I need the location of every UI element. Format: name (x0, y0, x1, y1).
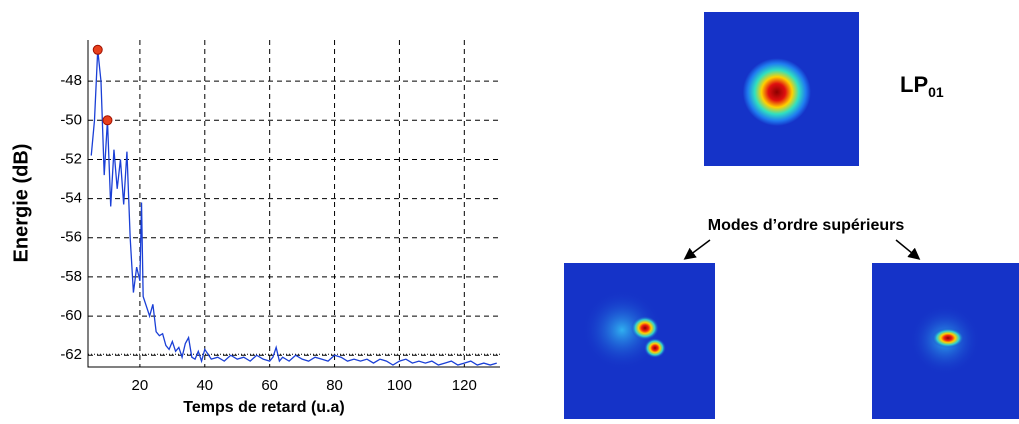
peak-marker (92, 44, 103, 55)
x-tick-label: 80 (326, 377, 343, 394)
y-tick-label: -52 (60, 150, 82, 167)
y-axis-label: Energie (dB) (10, 144, 32, 263)
mode-spot (932, 328, 964, 348)
y-tick-label: -62 (60, 346, 82, 363)
x-axis-label: Temps de retard (u.a) (183, 399, 345, 416)
mode-spot (644, 338, 666, 358)
x-tick-label: 60 (261, 377, 278, 394)
x-tick-label: 20 (132, 377, 149, 394)
mode-spot (631, 316, 659, 340)
arrow (895, 239, 921, 260)
mode-image-spot (704, 12, 859, 166)
y-tick-label: -54 (60, 190, 82, 207)
y-tick-label: -58 (60, 268, 82, 285)
y-tick-label: -48 (60, 72, 82, 89)
mode-label: LP01 (900, 72, 944, 100)
y-tick-label: -56 (60, 229, 82, 246)
mode-label-sub: 01 (928, 84, 944, 100)
peak-marker (102, 115, 113, 126)
x-tick-label: 120 (452, 377, 477, 394)
x-tick-label: 40 (196, 377, 213, 394)
data-line (90, 49, 497, 366)
x-tick-label: 100 (387, 377, 412, 394)
y-tick-label: -60 (60, 307, 82, 324)
axes (87, 40, 500, 368)
arrow (683, 239, 711, 260)
higher-modes-title: Modes d’ordre supérieurs (708, 217, 905, 234)
y-tick-label: -50 (60, 111, 82, 128)
mode-halo (582, 290, 662, 370)
mode-label-main: LP (900, 72, 928, 97)
